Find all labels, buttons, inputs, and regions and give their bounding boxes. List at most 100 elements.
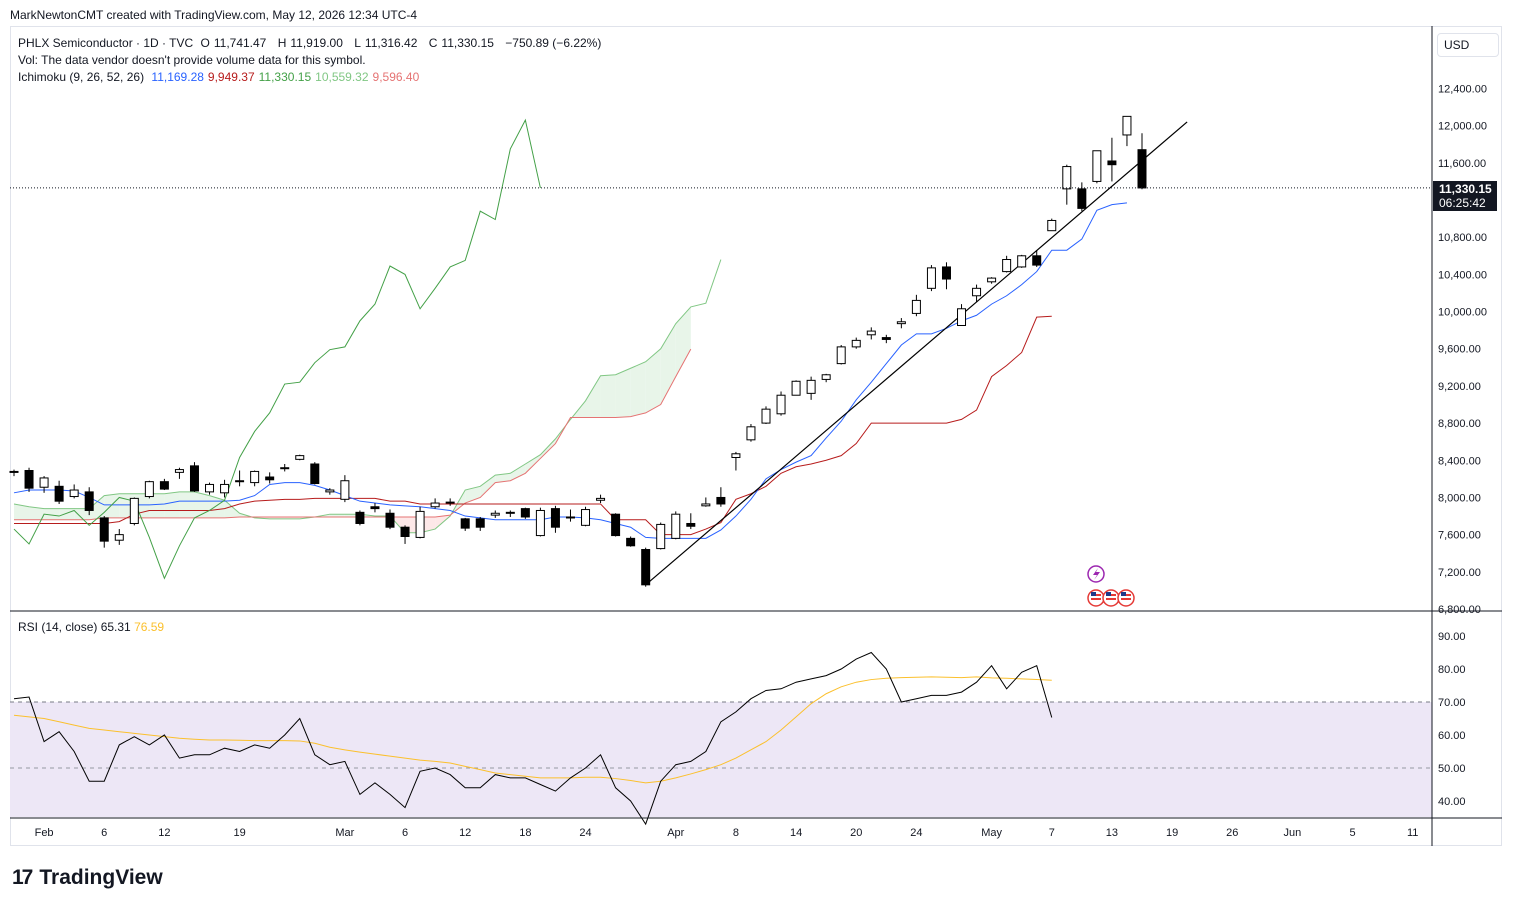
candle-18 bbox=[280, 463, 290, 472]
candle-68 bbox=[1032, 250, 1042, 267]
candle-body bbox=[325, 489, 335, 493]
time-tick-label: 26 bbox=[1226, 827, 1238, 839]
time-tick-label: Apr bbox=[667, 827, 684, 839]
rsi-ma-value: 76.59 bbox=[134, 620, 165, 634]
candle-13 bbox=[205, 482, 215, 495]
candle-body bbox=[746, 426, 756, 441]
candle-body bbox=[972, 287, 982, 297]
candle-58 bbox=[881, 334, 891, 344]
candle-61 bbox=[926, 265, 936, 292]
candle-body bbox=[1002, 259, 1012, 273]
cloud-segment bbox=[224, 500, 240, 518]
candle-6 bbox=[99, 516, 109, 548]
cloud-segment bbox=[615, 368, 631, 418]
close-label: C bbox=[428, 36, 438, 50]
candle-22 bbox=[340, 475, 350, 503]
candle-body bbox=[896, 321, 906, 325]
rsi-tick-label: 80.00 bbox=[1438, 664, 1466, 676]
cloud-segment bbox=[74, 508, 90, 520]
currency-selector[interactable]: USD bbox=[1437, 33, 1499, 57]
candle-body bbox=[761, 408, 771, 424]
candle-9 bbox=[144, 480, 154, 499]
senkou-span-a bbox=[13, 259, 722, 534]
candle-16 bbox=[250, 470, 260, 487]
candle-body bbox=[144, 481, 154, 498]
candle-body bbox=[716, 496, 726, 505]
time-tick-label: 11 bbox=[1407, 827, 1418, 839]
candle-body bbox=[415, 510, 425, 538]
candle-body bbox=[1077, 188, 1087, 209]
candle-63 bbox=[957, 304, 967, 327]
time-tick-label: 6 bbox=[402, 827, 408, 839]
candle-34 bbox=[520, 507, 530, 519]
rsi-tick-label: 70.00 bbox=[1438, 697, 1466, 709]
tradingview-logo[interactable]: 17 TradingView bbox=[12, 866, 163, 890]
candle-body bbox=[460, 518, 470, 529]
price-tick-label: 10,800.00 bbox=[1438, 232, 1487, 244]
time-tick-label: 12 bbox=[459, 827, 471, 839]
axes: 6,800.00 7,200.00 7,600.00 8,000.00 8,400.00… bbox=[10, 26, 1502, 846]
low-value: 11,316.42 bbox=[364, 36, 418, 50]
candle-31 bbox=[475, 516, 485, 531]
candle-4 bbox=[69, 484, 79, 499]
low-label: L bbox=[354, 36, 361, 50]
candle-body bbox=[385, 512, 395, 528]
rsi-line bbox=[13, 651, 1053, 826]
candle-body bbox=[505, 511, 515, 514]
cloud-segment bbox=[540, 438, 556, 459]
price-tick-label: 9,200.00 bbox=[1438, 381, 1481, 393]
candle-body bbox=[84, 491, 94, 511]
candle-75 bbox=[1137, 133, 1147, 190]
candle-23 bbox=[355, 510, 365, 526]
cloud-segment bbox=[209, 495, 225, 518]
time-tick-label: 12 bbox=[158, 827, 170, 839]
last-price-tag: 11,330.15 06:25:42 bbox=[1433, 181, 1497, 211]
candle-48 bbox=[731, 451, 741, 471]
time-tick-label: 8 bbox=[733, 827, 739, 839]
tenkan-line bbox=[13, 202, 1128, 539]
volume-note: Vol: The data vendor doesn't provide vol… bbox=[18, 53, 366, 67]
kijun-line bbox=[14, 315, 1052, 536]
candle-body bbox=[671, 513, 681, 539]
rsi-label: RSI (14, close) bbox=[18, 620, 98, 634]
candle-32 bbox=[490, 510, 500, 518]
candle-body bbox=[1107, 160, 1117, 166]
candle-62 bbox=[941, 262, 951, 290]
candle-body bbox=[54, 485, 64, 502]
high-label: H bbox=[277, 36, 287, 50]
time-tick-label: 7 bbox=[1049, 827, 1055, 839]
candle-51 bbox=[776, 391, 786, 416]
candle-body bbox=[445, 501, 455, 504]
candle-body bbox=[280, 467, 290, 470]
candle-55 bbox=[836, 345, 846, 365]
candle-body bbox=[626, 537, 636, 547]
candle-64 bbox=[972, 284, 982, 303]
lightning-event-icon bbox=[1087, 565, 1105, 583]
ichimoku-legend: Ichimoku (9, 26, 52, 26) 11,169.28 9,949.… bbox=[18, 69, 605, 86]
candle-72 bbox=[1092, 150, 1102, 184]
price-tick-label: 11,600.00 bbox=[1438, 158, 1486, 170]
event-icons bbox=[1087, 565, 1135, 607]
candle-body bbox=[9, 470, 19, 473]
candle-71 bbox=[1077, 182, 1087, 212]
ichimoku-value-2: 11,330.15 bbox=[258, 70, 312, 84]
cloud-segment bbox=[600, 374, 616, 418]
price-legend: PHLX Semiconductor · 1D · TVC O 11,741.47… bbox=[18, 35, 605, 86]
candle-57 bbox=[866, 327, 876, 340]
price-tick-label: 6,800.00 bbox=[1438, 604, 1481, 616]
price-tick-label: 7,600.00 bbox=[1438, 530, 1481, 542]
cloud-segment bbox=[645, 348, 661, 413]
candle-12 bbox=[189, 462, 199, 492]
candle-body bbox=[926, 267, 936, 289]
candle-14 bbox=[220, 479, 230, 498]
candle-body bbox=[776, 394, 786, 415]
candle-36 bbox=[550, 505, 560, 533]
rsi-tick-label: 90.00 bbox=[1438, 631, 1466, 643]
time-tick-label: 19 bbox=[1166, 827, 1178, 839]
time-tick-label: Mar bbox=[335, 827, 354, 839]
candle-body bbox=[987, 277, 997, 283]
candle-19 bbox=[295, 454, 305, 461]
candle-body bbox=[535, 509, 545, 537]
candle-59 bbox=[896, 318, 906, 329]
